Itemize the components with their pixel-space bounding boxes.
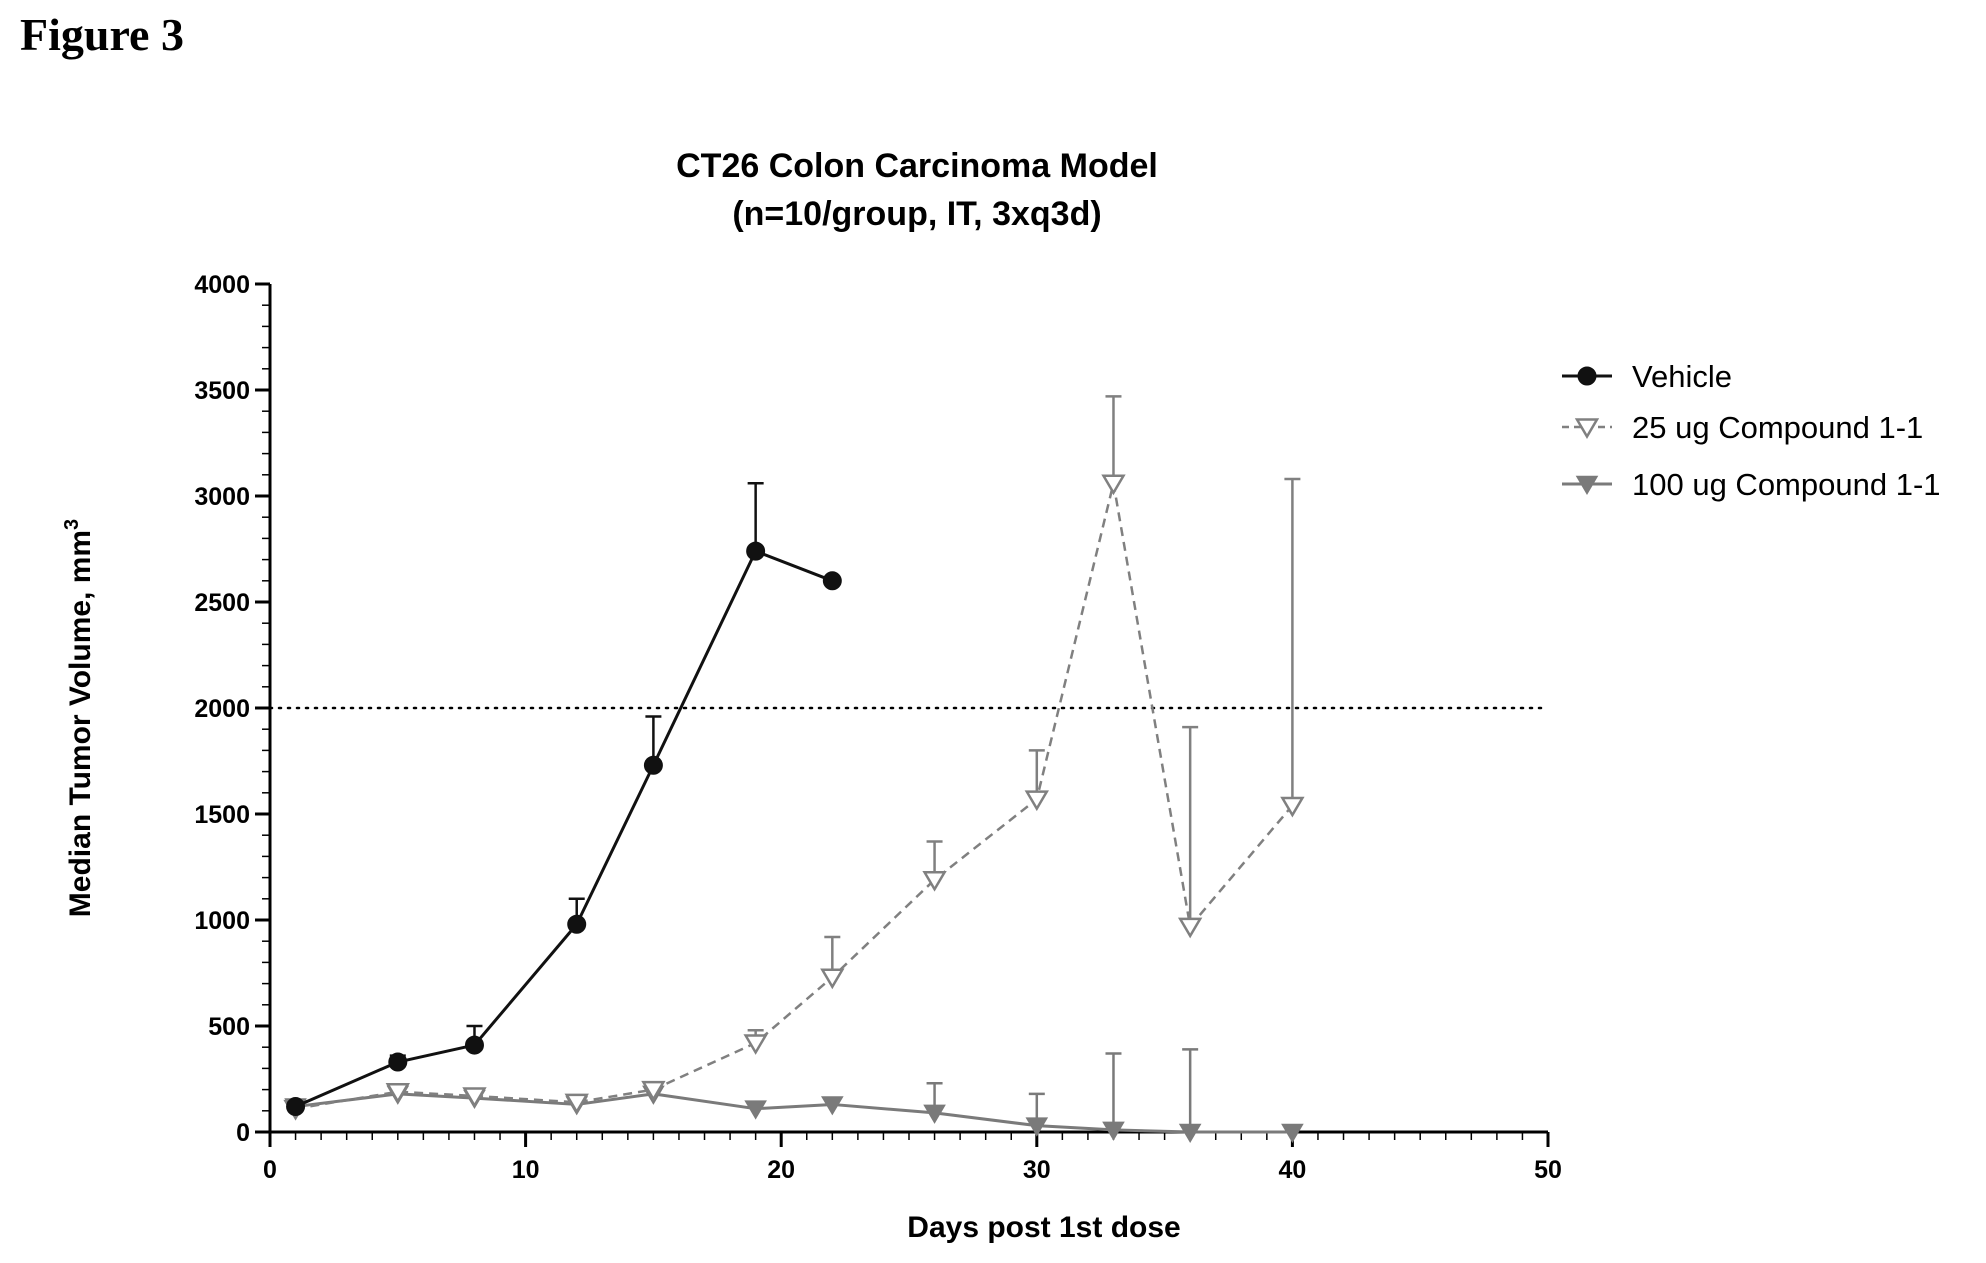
data-point — [1102, 1121, 1125, 1141]
y-tick-label: 1500 — [194, 801, 250, 829]
data-point — [922, 870, 947, 892]
y-axis-label-text: Median Tumor Volume, mm — [64, 530, 97, 917]
data-point — [1177, 917, 1203, 939]
data-point — [641, 1080, 666, 1102]
series-line — [295, 482, 1294, 1110]
axes: 0 10 20 30 40 5005001000150020002500300035004… — [194, 271, 1562, 1184]
y-tick-label: 2500 — [194, 589, 250, 617]
series-layer — [283, 395, 1305, 1143]
legend-swatch-marker — [1577, 366, 1597, 386]
y-tick-label: 1000 — [194, 907, 250, 935]
legend-label: Vehicle — [1632, 359, 1732, 394]
figure-label: Figure 3 — [20, 9, 184, 60]
data-point — [564, 1093, 589, 1115]
data-point — [822, 571, 842, 591]
data-point — [744, 1100, 767, 1120]
y-tick-label: 2000 — [194, 695, 250, 723]
legend-label: 25 ug Compound 1-1 — [1632, 410, 1923, 445]
data-point — [1280, 796, 1305, 818]
y-tick-label: 3000 — [194, 483, 250, 511]
data-point — [1101, 474, 1126, 496]
chart-title: CT26 Colon Carcinoma Model — [676, 147, 1158, 185]
data-point — [746, 541, 766, 561]
x-tick-label: 30 — [1023, 1156, 1051, 1184]
y-axis-label-superscript: 3 — [61, 519, 83, 530]
series-0 — [286, 482, 842, 1117]
series-line — [295, 1092, 1293, 1134]
legend-item-2: 100 ug Compound 1-1 — [1562, 467, 1941, 502]
x-tick-label: 10 — [512, 1156, 540, 1184]
data-point — [743, 1034, 768, 1055]
y-axis-label: Median Tumor Volume, mm3 — [61, 519, 97, 917]
data-point — [1024, 790, 1049, 812]
series-line — [294, 549, 833, 1108]
series-1 — [283, 395, 1305, 1121]
legend-item-1: 25 ug Compound 1-1 — [1562, 410, 1923, 445]
legend-swatch-marker — [1575, 475, 1599, 495]
x-tick-label: 40 — [1278, 1156, 1306, 1184]
legend-label: 100 ug Compound 1-1 — [1632, 467, 1941, 502]
chart-subtitle: (n=10/group, IT, 3xq3d) — [732, 195, 1101, 233]
data-point — [388, 1052, 408, 1072]
series-2 — [284, 1048, 1304, 1143]
data-point — [820, 968, 845, 990]
data-point — [1178, 1123, 1202, 1143]
data-point — [462, 1087, 487, 1108]
y-tick-label: 4000 — [194, 271, 250, 299]
data-point — [1025, 1117, 1049, 1137]
data-point — [821, 1096, 844, 1116]
y-tick-label: 0 — [236, 1119, 250, 1147]
x-tick-label: 20 — [767, 1156, 795, 1184]
legend-item-0: Vehicle — [1562, 359, 1732, 394]
legend: Vehicle 25 ug Compound 1-1 100 ug Compound… — [1562, 359, 1941, 502]
data-point — [1281, 1123, 1304, 1143]
data-point — [286, 1097, 306, 1117]
data-point — [923, 1104, 946, 1124]
legend-swatch-marker — [1574, 418, 1600, 439]
y-tick-label: 3500 — [194, 377, 250, 405]
x-tick-label: 0 — [263, 1156, 277, 1184]
y-tick-label: 500 — [208, 1013, 250, 1041]
data-point — [464, 1035, 484, 1055]
x-axis-label: Days post 1st dose — [907, 1211, 1180, 1244]
data-point — [567, 914, 587, 934]
x-tick-label: 50 — [1534, 1156, 1562, 1184]
data-point — [643, 755, 663, 775]
data-point — [385, 1082, 410, 1104]
